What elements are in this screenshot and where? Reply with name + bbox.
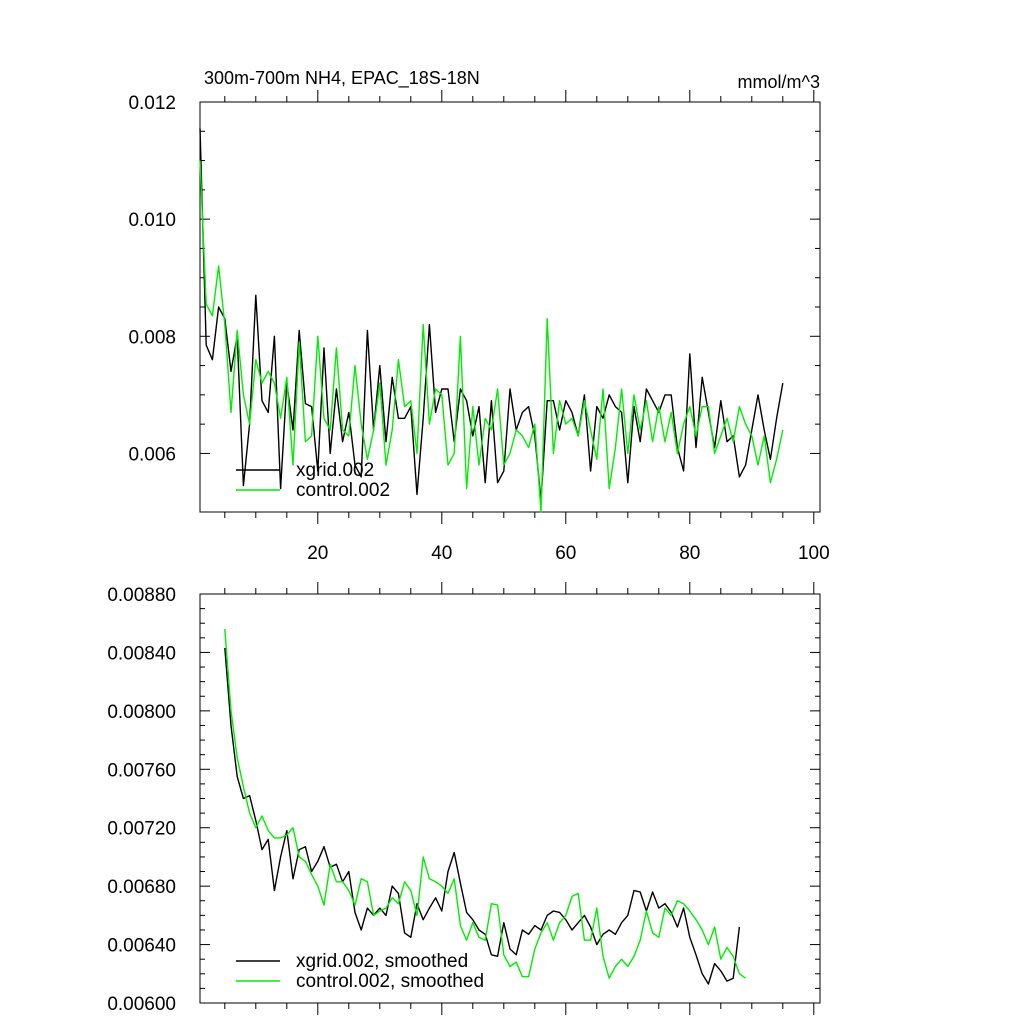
x-tick-label: 20 (307, 543, 328, 564)
chart-panel-1: 0.006 0.008 0.010 0.012 20 40 60 80 100 300m-700m… (128, 68, 829, 564)
plot-frame (199, 101, 821, 513)
y-tick-label: 0.00680 (107, 877, 176, 898)
legend-label: control.002 (296, 480, 390, 501)
y-tick-label: 0.00640 (107, 936, 176, 957)
legend-label: control.002, smoothed (296, 971, 484, 992)
y-tick-label: 0.00840 (107, 643, 176, 664)
y-tick-label: 0.010 (128, 210, 176, 231)
y-tick-label: 0.012 (128, 93, 176, 114)
chart-panel-2: 0.00600 0.00640 0.00680 0.00720 0.00760 0.008… (107, 582, 821, 1015)
x-tick-label: 60 (555, 543, 576, 564)
series-line-control-002-smoothed (224, 629, 747, 979)
y-tick-label: 0.00800 (107, 702, 176, 723)
units-label: mmol/m^3 (738, 72, 820, 92)
y-tick-label: 0.006 (128, 444, 176, 465)
x-tick-label: 100 (798, 543, 830, 564)
y-tick-label: 0.00600 (107, 994, 176, 1015)
series-line-xgrid-002 (199, 128, 784, 501)
series-line-control-002 (199, 160, 784, 513)
series-line-xgrid-002-smoothed (224, 647, 741, 985)
legend-label: xgrid.002 (296, 460, 374, 481)
y-tick-label: 0.00760 (107, 760, 176, 781)
y-tick-label: 0.008 (128, 327, 176, 348)
x-tick-label: 80 (679, 543, 700, 564)
chart-title: 300m-700m NH4, EPAC_18S-18N (204, 68, 480, 89)
y-tick-label: 0.00720 (107, 819, 176, 840)
x-tick-label: 40 (431, 543, 452, 564)
y-tick-label: 0.00880 (107, 585, 176, 606)
legend-label: xgrid.002, smoothed (296, 951, 468, 972)
plot-frame (199, 593, 821, 1004)
